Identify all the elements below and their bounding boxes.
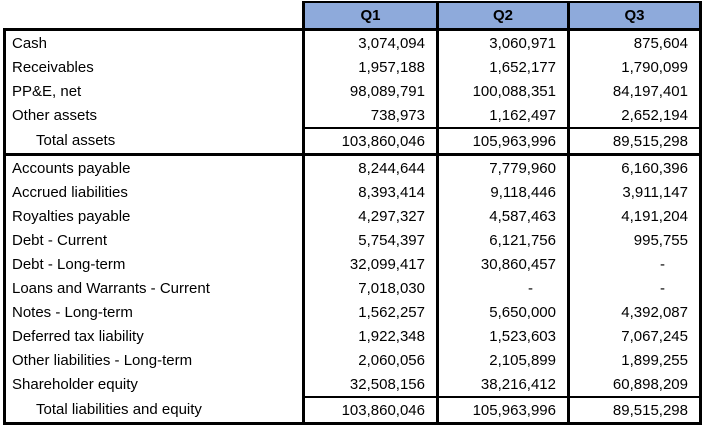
cell-q1[interactable]: 7,018,030 <box>302 276 438 300</box>
cell-q3[interactable]: - <box>567 276 702 300</box>
cell-q3[interactable]: 1,790,099 <box>567 55 702 79</box>
financial-table: Q1 Q2 Q3 Cash 3,074,094 3,060,971 875,60… <box>3 1 702 425</box>
cell-q3[interactable]: 4,392,087 <box>567 300 702 324</box>
row-label[interactable]: Accounts payable <box>3 153 304 180</box>
table-row-total-assets: Total assets 103,860,046 105,963,996 89,… <box>3 127 702 155</box>
table-row-debt-long-term: Debt - Long-term 32,099,417 30,860,457 - <box>3 252 702 276</box>
cell-q2[interactable]: 105,963,996 <box>436 127 569 155</box>
row-label[interactable]: Shareholder equity <box>3 372 304 397</box>
cell-q2[interactable]: 100,088,351 <box>436 79 569 103</box>
table-row-receivables: Receivables 1,957,188 1,652,177 1,790,09… <box>3 55 702 79</box>
cell-q3[interactable]: 995,755 <box>567 228 702 252</box>
cell-q3[interactable]: 7,067,245 <box>567 324 702 348</box>
cell-q1[interactable]: 8,393,414 <box>302 180 438 204</box>
cell-q3[interactable]: 875,604 <box>567 28 702 55</box>
cell-q2[interactable]: 5,650,000 <box>436 300 569 324</box>
row-label[interactable]: Accrued liabilities <box>3 180 304 204</box>
row-label[interactable]: Total assets <box>3 128 304 155</box>
cell-q1[interactable]: 5,754,397 <box>302 228 438 252</box>
cell-q1[interactable]: 738,973 <box>302 103 438 128</box>
table-row-accounts-payable: Accounts payable 8,244,644 7,779,960 6,1… <box>3 153 702 180</box>
cell-q1[interactable]: 103,860,046 <box>302 127 438 155</box>
table-row-loans-and-warrants-current: Loans and Warrants - Current 7,018,030 -… <box>3 276 702 300</box>
cell-q3[interactable]: 84,197,401 <box>567 79 702 103</box>
table-row-accrued-liabilities: Accrued liabilities 8,393,414 9,118,446 … <box>3 180 702 204</box>
column-header-q2[interactable]: Q2 <box>436 1 570 31</box>
cell-q3[interactable]: 89,515,298 <box>567 127 702 155</box>
cell-q2[interactable]: 38,216,412 <box>436 372 569 397</box>
table-row-debt-current: Debt - Current 5,754,397 6,121,756 995,7… <box>3 228 702 252</box>
cell-q1[interactable]: 8,244,644 <box>302 153 438 180</box>
cell-q2[interactable]: 1,652,177 <box>436 55 569 79</box>
row-label[interactable]: PP&E, net <box>3 79 304 103</box>
row-label[interactable]: Total liabilities and equity <box>3 397 304 425</box>
row-label[interactable]: Royalties payable <box>3 204 304 228</box>
cell-q1[interactable]: 103,860,046 <box>302 396 438 425</box>
row-label[interactable]: Other liabilities - Long-term <box>3 348 304 372</box>
cell-q2[interactable]: 105,963,996 <box>436 396 569 425</box>
row-label[interactable]: Loans and Warrants - Current <box>3 276 304 300</box>
cell-q2[interactable]: 2,105,899 <box>436 348 569 372</box>
table-row-deferred-tax-liability: Deferred tax liability 1,922,348 1,523,6… <box>3 324 702 348</box>
cell-q3[interactable]: 2,652,194 <box>567 103 702 128</box>
cell-q3[interactable]: 1,899,255 <box>567 348 702 372</box>
table-row-royalties-payable: Royalties payable 4,297,327 4,587,463 4,… <box>3 204 702 228</box>
table-row-other-liabilities-long-term: Other liabilities - Long-term 2,060,056 … <box>3 348 702 372</box>
cell-q1[interactable]: 32,508,156 <box>302 372 438 397</box>
cell-q1[interactable]: 1,957,188 <box>302 55 438 79</box>
table-row-total-liabilities-and-equity: Total liabilities and equity 103,860,046… <box>3 396 702 425</box>
cell-q2[interactable]: 4,587,463 <box>436 204 569 228</box>
header-row: Q1 Q2 Q3 <box>4 1 702 31</box>
cell-q2[interactable]: 3,060,971 <box>436 28 569 55</box>
cell-q2[interactable]: 9,118,446 <box>436 180 569 204</box>
cell-q3[interactable]: 3,911,147 <box>567 180 702 204</box>
cell-q2[interactable]: 30,860,457 <box>436 252 569 276</box>
cell-q1[interactable]: 32,099,417 <box>302 252 438 276</box>
cell-q2[interactable]: 6,121,756 <box>436 228 569 252</box>
row-label[interactable]: Receivables <box>3 55 304 79</box>
table-row-cash: Cash 3,074,094 3,060,971 875,604 <box>3 28 702 55</box>
cell-q3[interactable]: 4,191,204 <box>567 204 702 228</box>
cell-q2[interactable]: - <box>436 276 569 300</box>
cell-q1[interactable]: 2,060,056 <box>302 348 438 372</box>
table-row-notes-long-term: Notes - Long-term 1,562,257 5,650,000 4,… <box>3 300 702 324</box>
cell-q2[interactable]: 1,162,497 <box>436 103 569 128</box>
table-body: Cash 3,074,094 3,060,971 875,604 Receiva… <box>3 28 702 425</box>
cell-q2[interactable]: 1,523,603 <box>436 324 569 348</box>
column-header-q1[interactable]: Q1 <box>302 1 439 31</box>
cell-q3[interactable]: 89,515,298 <box>567 396 702 425</box>
cell-q3[interactable]: - <box>567 252 702 276</box>
table-row-shareholder-equity: Shareholder equity 32,508,156 38,216,412… <box>3 372 702 397</box>
row-label[interactable]: Other assets <box>3 103 304 128</box>
table-row-pp-e-net: PP&E, net 98,089,791 100,088,351 84,197,… <box>3 79 702 103</box>
table-row-other-assets: Other assets 738,973 1,162,497 2,652,194 <box>3 103 702 128</box>
table-header: Q1 Q2 Q3 <box>4 1 702 31</box>
cell-q3[interactable]: 60,898,209 <box>567 372 702 397</box>
cell-q1[interactable]: 3,074,094 <box>302 28 438 55</box>
cell-q1[interactable]: 4,297,327 <box>302 204 438 228</box>
cell-q2[interactable]: 7,779,960 <box>436 153 569 180</box>
cell-q1[interactable]: 1,922,348 <box>302 324 438 348</box>
row-label[interactable]: Notes - Long-term <box>3 300 304 324</box>
column-header-q3[interactable]: Q3 <box>567 1 702 31</box>
row-label[interactable]: Debt - Long-term <box>3 252 304 276</box>
row-label[interactable]: Deferred tax liability <box>3 324 304 348</box>
row-label[interactable]: Cash <box>3 28 304 55</box>
cell-q1[interactable]: 98,089,791 <box>302 79 438 103</box>
row-label[interactable]: Debt - Current <box>3 228 304 252</box>
cell-q3[interactable]: 6,160,396 <box>567 153 702 180</box>
cell-q1[interactable]: 1,562,257 <box>302 300 438 324</box>
corner-cell <box>4 2 304 30</box>
